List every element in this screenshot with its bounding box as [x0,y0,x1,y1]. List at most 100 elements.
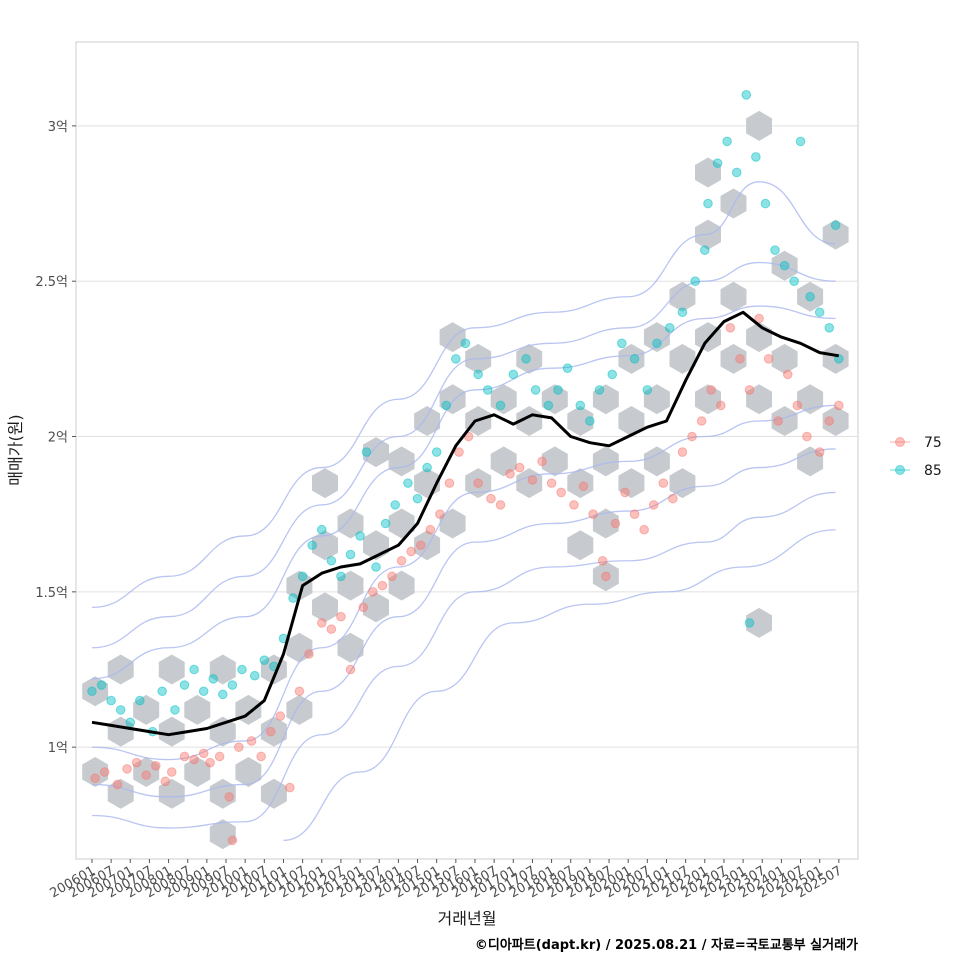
point-series-85 [422,462,432,473]
hexbin [133,694,160,725]
point-series-75 [537,456,547,467]
hexbin [439,508,466,539]
point-series-85 [227,680,238,690]
hexbin [439,322,466,353]
point-series-75 [256,751,266,762]
point-series-75 [425,524,436,535]
point-series-75 [99,767,110,777]
y-tick-label: 2억 [48,431,68,446]
hexbin [669,281,696,312]
point-series-75 [160,776,171,787]
point-series-75 [473,478,483,488]
point-series-85 [237,664,247,675]
hexbin [720,281,747,312]
point-series-75 [345,664,356,675]
hexbin [388,508,415,539]
point-series-75 [304,649,314,659]
y-tick-label: 1억 [48,741,68,756]
point-series-75 [246,736,257,746]
point-series-75 [435,509,445,519]
point-series-75 [658,478,669,488]
legend-label: 75 [924,435,942,451]
hexbin [184,694,211,725]
point-series-85 [198,686,209,697]
caption: ©디아파트(dapt.kr) / 2025.08.21 / 자료=국토교통부 실… [474,938,858,953]
hexbin [388,570,415,601]
point-series-75 [588,509,598,519]
point-series-75 [454,447,464,457]
trend-line-layer [91,310,840,737]
point-series-85 [741,90,752,100]
y-tick-label: 2.5억 [35,275,68,290]
hexbin [643,446,670,477]
density-contour [91,261,836,649]
point-series-85 [521,354,531,364]
point-series-75 [620,487,630,498]
point-series-75 [696,416,707,426]
point-series-85 [642,385,653,395]
point-series-85 [412,493,423,504]
point-series-85 [307,540,317,551]
hexbin [158,654,185,685]
hexbin [439,384,466,415]
x-axis: 2006012006072007012007072008012008072009… [47,859,845,901]
hexbin [567,406,594,436]
point-series-75 [495,500,506,510]
point-series-85 [403,478,413,488]
point-series-85 [760,198,771,209]
point-series-85 [543,400,554,411]
hexbin [541,384,568,415]
point-series-85 [336,571,346,582]
point-series-75 [198,748,209,759]
hexbin-layer [82,110,849,850]
hexbin [592,446,619,477]
point-series-75 [205,757,215,768]
hexbin [209,819,236,850]
point-series-85 [585,416,595,426]
point-series-75 [227,835,238,846]
point-series-75 [578,481,589,492]
density-contour [283,529,836,842]
hexbin [286,570,313,601]
point-series-85 [441,400,452,411]
point-series-75 [406,546,416,557]
hexbin [771,406,798,436]
hexbin [286,632,313,663]
point-series-85 [189,664,199,675]
point-series-85 [824,322,835,333]
point-series-85 [326,555,337,566]
hexbin [260,716,287,747]
hexbin [107,716,134,747]
point-series-75 [802,431,812,442]
hexbin [720,343,747,374]
point-series-85 [157,686,167,697]
density-contour [91,491,836,829]
y-axis: 1억 1.5억 2억 2.5억 3억 [35,120,76,756]
point-series-75 [131,757,142,768]
legend-key-point [895,437,905,447]
point-series-85 [473,369,483,380]
hexbin [822,406,849,436]
point-series-85 [575,400,586,411]
point-series-75 [294,686,305,697]
point-series-85 [795,136,806,147]
hexbin [618,468,645,499]
point-series-85 [751,152,761,162]
point-series-85 [805,291,815,302]
legend: 75 85 [890,435,942,479]
point-series-85 [106,695,116,706]
point-series-85 [508,369,519,380]
hexbin [312,530,338,561]
hexbin [771,343,798,374]
point-series-75 [179,751,190,762]
hexbin [746,607,772,638]
point-series-85 [617,338,627,349]
point-series-75 [597,555,608,566]
point-series-85 [652,338,662,349]
point-series-75 [824,416,835,426]
point-series-85 [288,593,298,603]
hexbin [363,437,389,468]
point-series-75 [834,400,844,411]
point-series-75 [639,524,649,535]
